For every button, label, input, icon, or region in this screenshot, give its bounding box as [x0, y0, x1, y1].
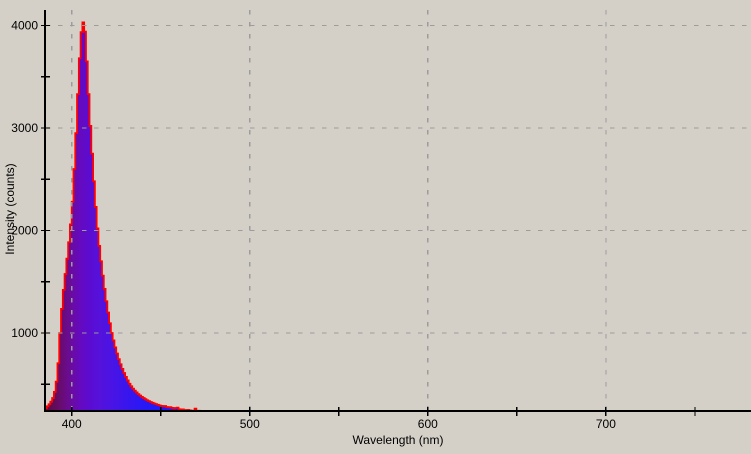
x-tick-label: 500 — [240, 417, 260, 431]
tick-labels: 400 500 600 700 1000 2000 3000 4000 — [11, 18, 616, 431]
x-tick-label: 600 — [418, 417, 438, 431]
spectrum-area — [45, 22, 250, 412]
x-tick-label: 700 — [596, 417, 616, 431]
axis-ticks — [41, 24, 696, 416]
y-tick-label: 2000 — [11, 223, 38, 237]
y-tick-label: 1000 — [11, 326, 38, 340]
axes — [44, 10, 751, 412]
spectrum-series — [45, 21, 250, 412]
x-tick-label: 400 — [62, 417, 82, 431]
gridlines — [46, 10, 751, 411]
y-axis-title: Intensity (counts) — [3, 163, 17, 254]
x-axis-title: Wavelength (nm) — [353, 433, 444, 447]
y-tick-label: 3000 — [11, 121, 38, 135]
y-tick-label: 4000 — [11, 18, 38, 32]
